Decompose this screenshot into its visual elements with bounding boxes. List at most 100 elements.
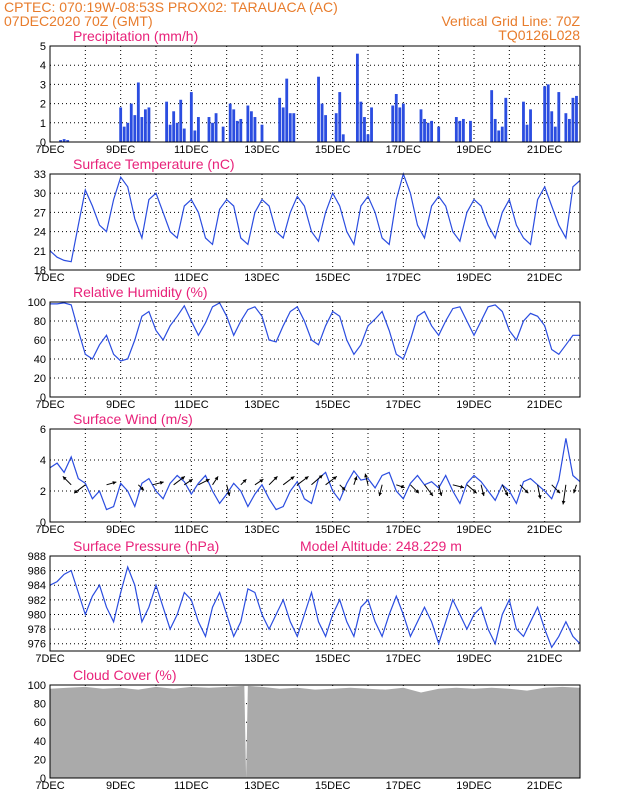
cloud-cover-area <box>50 685 580 778</box>
x-tick-label: 13DEC <box>244 399 280 411</box>
precip-bar <box>366 134 370 142</box>
precip-bar <box>430 120 434 142</box>
wind-arrow-head <box>214 476 219 481</box>
wind-arrow-head <box>62 476 67 481</box>
precip-bar <box>239 118 243 142</box>
x-tick-label: 19DEC <box>456 399 492 411</box>
precip-bar <box>320 103 324 142</box>
series-line <box>50 302 580 362</box>
y-tick-label: 40 <box>34 354 46 366</box>
precip-bar <box>179 99 183 142</box>
precip-bar <box>504 97 508 142</box>
x-tick-label: 7DEC <box>35 272 64 284</box>
wind-arrow-head <box>188 479 193 483</box>
y-tick-label: 33 <box>34 169 46 181</box>
precip-bar <box>292 113 296 142</box>
y-tick-label: 30 <box>34 188 46 200</box>
y-tick-label: 5 <box>40 41 46 53</box>
precip-bar <box>550 111 554 142</box>
precip-bar <box>129 103 133 142</box>
panel-title: Surface Pressure (hPa) <box>73 538 219 554</box>
precip-bar <box>394 94 398 142</box>
x-tick-label: 17DEC <box>386 524 422 536</box>
precip-bar <box>211 122 214 142</box>
panel-frame <box>49 301 581 398</box>
x-tick-label: 11DEC <box>174 272 209 284</box>
precip-bar <box>324 115 328 142</box>
x-tick-label: 7DEC <box>35 653 64 665</box>
y-tick-label: 0 <box>40 137 46 149</box>
precip-bar <box>423 118 426 142</box>
precip-bar <box>147 107 151 142</box>
header-grid-note: Vertical Grid Line: 70Z <box>441 13 580 29</box>
x-tick-label: 7DEC <box>35 524 64 536</box>
precip-bar <box>193 130 197 142</box>
wind-arrow-head <box>481 492 485 496</box>
y-tick-label: 3 <box>40 79 46 91</box>
x-tick-label: 9DEC <box>106 653 135 665</box>
wind-arrow-head <box>332 476 337 480</box>
precip-bar <box>426 122 430 142</box>
panel-title: Precipitation (mm/h) <box>73 28 198 44</box>
precip-bar <box>228 103 232 142</box>
y-tick-label: 0 <box>40 773 46 785</box>
wind-arrow-head <box>556 489 561 494</box>
series-line <box>49 438 581 511</box>
y-tick-label: 18 <box>34 265 46 277</box>
precip-bar <box>235 120 239 142</box>
x-tick-label: 21DEC <box>527 653 563 665</box>
precip-bar <box>189 92 193 142</box>
wind-arrow-head <box>112 481 117 485</box>
wind-arrow-head <box>364 473 368 478</box>
precip-bar <box>278 97 282 142</box>
series-line <box>49 565 581 649</box>
x-tick-label: 9DEC <box>106 144 135 156</box>
y-tick-label: 988 <box>28 551 46 563</box>
precip-bar <box>136 82 140 142</box>
x-tick-label: 15DEC <box>315 399 351 411</box>
y-tick-label: 978 <box>28 624 46 636</box>
wind-arrow-head <box>472 489 477 494</box>
x-tick-label: 19DEC <box>456 524 492 536</box>
precip-bar <box>317 76 320 142</box>
x-tick-label: 15DEC <box>315 272 351 284</box>
x-tick-label: 11DEC <box>174 399 209 411</box>
precip-bar <box>62 139 66 142</box>
header-date: 07DEC2020 70Z (GMT) <box>4 13 153 29</box>
panel-frame <box>49 428 581 523</box>
precip-bar <box>458 120 462 142</box>
y-tick-label: 984 <box>28 580 46 592</box>
y-tick-label: 0 <box>40 392 46 404</box>
x-tick-label: 17DEC <box>386 653 422 665</box>
precip-bar <box>334 113 338 142</box>
y-tick-label: 20 <box>34 754 46 766</box>
wind-arrow-head <box>242 479 247 483</box>
x-tick-label: 21DEC <box>527 144 563 156</box>
precip-bar <box>232 109 236 142</box>
panel-annotation: Model Altitude: 248.229 m <box>300 538 462 554</box>
x-tick-label: 11DEC <box>174 144 209 156</box>
precip-bar <box>522 101 525 142</box>
precip-bar <box>391 105 395 142</box>
panel-frame <box>49 555 581 652</box>
wind-arrow-head <box>74 489 79 494</box>
precip-bar <box>529 109 532 142</box>
precip-bar <box>543 86 547 142</box>
y-tick-label: 980 <box>28 609 46 621</box>
precip-bar <box>214 113 218 142</box>
y-tick-label: 27 <box>34 207 46 219</box>
y-tick-label: 1 <box>40 118 46 130</box>
header-line1: CPTEC: 070:19W-08:53S PROX02: TARAUACA (… <box>4 0 338 15</box>
precip-bar <box>288 113 292 142</box>
y-tick-label: 60 <box>34 717 46 729</box>
x-tick-label: 11DEC <box>174 524 209 536</box>
precip-bar <box>370 107 373 142</box>
x-tick-label: 21DEC <box>527 524 563 536</box>
wind-arrow-head <box>537 495 542 499</box>
precip-bar <box>172 111 176 142</box>
precip-bar <box>469 120 472 142</box>
precip-bar <box>133 115 137 142</box>
x-tick-label: 7DEC <box>35 399 64 411</box>
x-tick-label: 9DEC <box>106 524 135 536</box>
panel-title: Surface Wind (m/s) <box>73 411 193 427</box>
